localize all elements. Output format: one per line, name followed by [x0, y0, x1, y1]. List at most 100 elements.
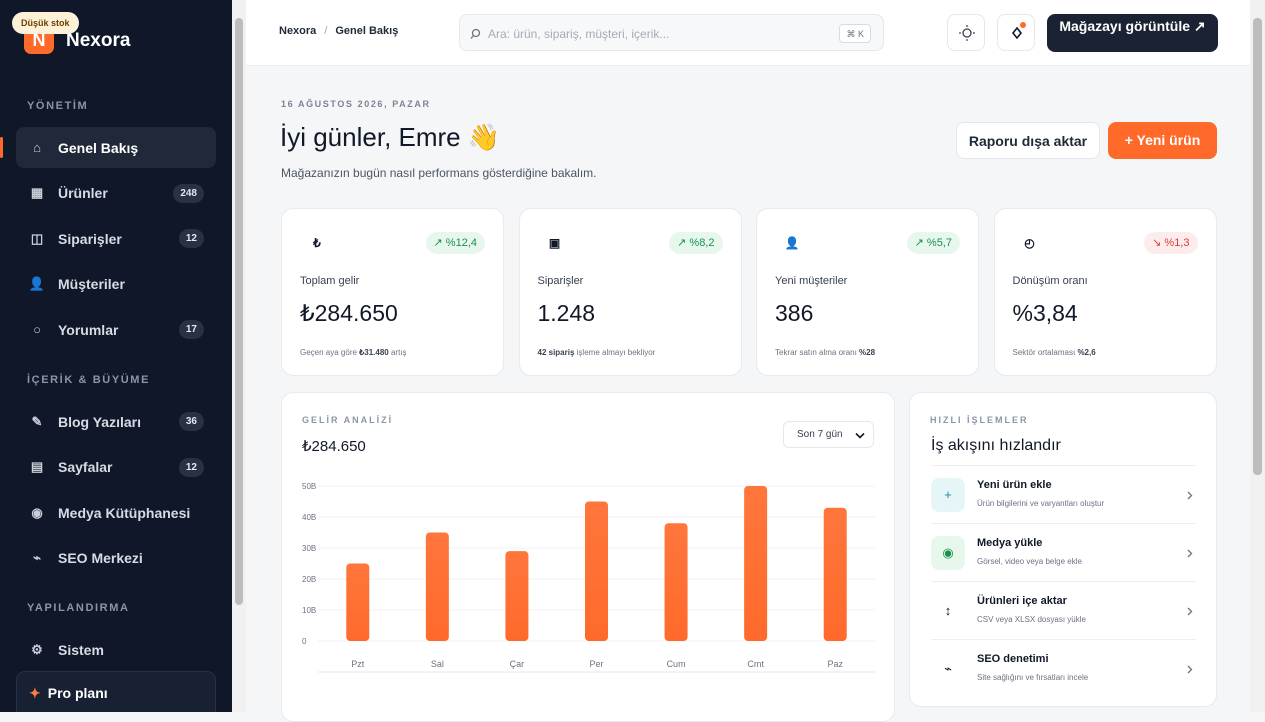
- y-tick-label: 30B: [302, 544, 316, 553]
- stat-card: ▣ ↗ %8,2 Siparişler 1.248 42 sipariş işleme …: [518, 208, 742, 376]
- search[interactable]: Ara: ürün, sipariş, müşteri, içerik... ⌘ …: [459, 14, 884, 51]
- quick-action-icon: ◉: [931, 536, 965, 570]
- note-text: %2,6: [1077, 348, 1096, 357]
- plan-card[interactable]: ✦ Pro planı: [16, 671, 216, 712]
- nav-item[interactable]: ◫ Siparişler 12: [16, 218, 216, 259]
- nav-icon: ▦: [30, 185, 44, 200]
- stat-value: ₺284.650: [300, 300, 398, 326]
- plan-icon: ✦: [29, 685, 41, 701]
- stat-icon: 👤: [784, 236, 800, 250]
- nav-item[interactable]: ✎ Blog Yazıları 36: [16, 401, 216, 442]
- note-text: Sektör ortalaması: [1012, 348, 1076, 357]
- quick-action-title: Medya yükle: [977, 537, 1043, 549]
- chart-title: GELİR ANALİZİ: [302, 415, 394, 425]
- nav-icon: ◉: [31, 504, 43, 520]
- note-text: işleme almayı bekliyor: [576, 348, 656, 357]
- bar: [425, 532, 449, 641]
- section-title: YÖNETİM: [27, 100, 89, 112]
- nav-item[interactable]: ⌂ Genel Bakış: [0, 127, 216, 168]
- quick-action-icon: ⌁: [944, 661, 952, 676]
- quick-actions-card: HIZLI İŞLEMLER İş akışını hızlandır + Yeni …: [909, 392, 1217, 707]
- brand-name: Nexora: [66, 30, 131, 51]
- stat-label: Yeni müşteriler: [775, 275, 848, 287]
- scroll-thumb: [1253, 18, 1262, 475]
- nav-count: 248: [173, 183, 204, 203]
- stat-value: 1.248: [537, 300, 596, 326]
- chart-card: GELİR ANALİZİ ₺284.650 Son 7 gün 0 10B 20B 30B…: [281, 392, 895, 722]
- nav-item[interactable]: ○ Yorumlar 17: [16, 309, 216, 350]
- nav-item[interactable]: 👤 Müşteriler: [16, 264, 216, 305]
- nav-icon: ○: [33, 322, 41, 337]
- theme-button[interactable]: [947, 14, 985, 51]
- nav-item[interactable]: ◉ Medya Kütüphanesi: [16, 492, 216, 533]
- x-tick-label: Paz: [827, 659, 843, 669]
- x-tick-label: Cmt: [747, 659, 764, 669]
- quick-action[interactable]: ◉ Medya yükle Görsel, video veya belge ekl…: [931, 523, 1196, 581]
- stat-change: ↘ %1,3: [1144, 232, 1198, 254]
- quick-action[interactable]: ⌁ SEO denetimi Site sağlığını ve fırsatlar…: [931, 639, 1196, 697]
- bar: [744, 486, 768, 641]
- stat-change: ↗ %12,4: [425, 232, 485, 254]
- section-title: YAPILANDIRMA: [27, 602, 130, 614]
- revenue-chart: 0 10B 20B 30B 40B 50B Pzt Sal Çar Per Cum Cmt Paz: [302, 482, 875, 673]
- stat-note: Tekrar satın alma oranı %28: [775, 348, 875, 357]
- note-text: %28: [859, 348, 876, 357]
- sidebar-scrollbar: [232, 0, 246, 712]
- stat-card: ₺ ↗ %12,4 Toplam gelir ₺284.650 Geçen aya gö…: [281, 208, 504, 376]
- stat-icon: ◴: [1024, 236, 1035, 250]
- note-text: Geçen aya göre: [300, 348, 357, 357]
- export-button[interactable]: Raporu dışa aktar: [956, 122, 1100, 159]
- nav-count: 12: [178, 457, 204, 477]
- nav-label: Medya Kütüphanesi: [58, 504, 191, 521]
- period-label: Son 7 gün: [797, 429, 843, 440]
- nav-item[interactable]: ▤ Sayfalar 12: [16, 447, 216, 488]
- notification-button[interactable]: [997, 14, 1035, 51]
- quick-action-title: Yeni ürün ekle: [977, 479, 1052, 491]
- greeting-title: İyi günler, Emre 👋: [280, 122, 501, 152]
- stat-label: Siparişler: [537, 275, 584, 287]
- store-button[interactable]: Mağazayı görüntüle ↗: [1047, 14, 1218, 52]
- y-tick-label: 50B: [302, 482, 316, 491]
- date: 16 AĞUSTOS 2026, PAZAR: [281, 99, 431, 109]
- breadcrumb-item[interactable]: Nexora: [279, 25, 317, 37]
- sun-icon: [959, 25, 975, 41]
- y-tick-label: 10B: [302, 606, 316, 615]
- period-select[interactable]: Son 7 gün: [783, 421, 874, 448]
- nav-count: 36: [178, 412, 204, 431]
- x-tick-label: Sal: [431, 659, 444, 669]
- bar: [505, 551, 529, 641]
- nav-icon: ⌁: [33, 550, 41, 565]
- stat-note: Geçen aya göre ₺31.480 artış: [300, 348, 407, 357]
- nav-item[interactable]: ⌁ SEO Merkezi: [16, 538, 216, 579]
- stat-icon: ₺: [313, 236, 321, 250]
- note-text: artış: [390, 348, 407, 357]
- nav-label: Sayfalar: [58, 459, 113, 475]
- main-scrollbar: [1250, 0, 1265, 712]
- nav-label: Yorumlar: [58, 321, 119, 338]
- quick-action[interactable]: + Yeni ürün ekle Ürün bilgilerini ve varya…: [931, 465, 1196, 523]
- stat-change: ↗ %5,7: [906, 232, 960, 254]
- quick-action[interactable]: ↕ Ürünleri içe aktar CSV veya XLSX dosyası…: [931, 581, 1196, 639]
- x-tick-label: Çar: [510, 659, 525, 669]
- badge: Düşük stok: [12, 12, 79, 34]
- nav-label: SEO Merkezi: [58, 550, 143, 566]
- plan-title: Pro planı: [47, 685, 108, 701]
- nav-count: 12: [178, 229, 204, 248]
- bar: [346, 563, 370, 641]
- nav-item[interactable]: ▦ Ürünler 248: [16, 173, 216, 214]
- stat-change: ↗ %8,2: [669, 232, 723, 254]
- greeting-subtitle: Mağazanızın bugün nasıl performans göste…: [281, 166, 597, 180]
- quick-action-description: Görsel, video veya belge ekle: [977, 557, 1082, 566]
- nav-item[interactable]: ⚙ Sistem: [16, 629, 216, 670]
- quick-action-icon: +: [931, 478, 965, 512]
- nav-icon: 👤: [28, 276, 46, 291]
- search-icon: [470, 28, 481, 39]
- bar: [823, 507, 847, 641]
- new-product-button[interactable]: + Yeni ürün: [1108, 122, 1217, 159]
- nav-icon: ◫: [30, 230, 44, 246]
- x-tick-label: Cum: [667, 659, 686, 669]
- quick-action-title: Ürünleri içe aktar: [977, 595, 1067, 607]
- stat-icon: ▣: [548, 236, 561, 250]
- bell-icon: [1011, 22, 1026, 40]
